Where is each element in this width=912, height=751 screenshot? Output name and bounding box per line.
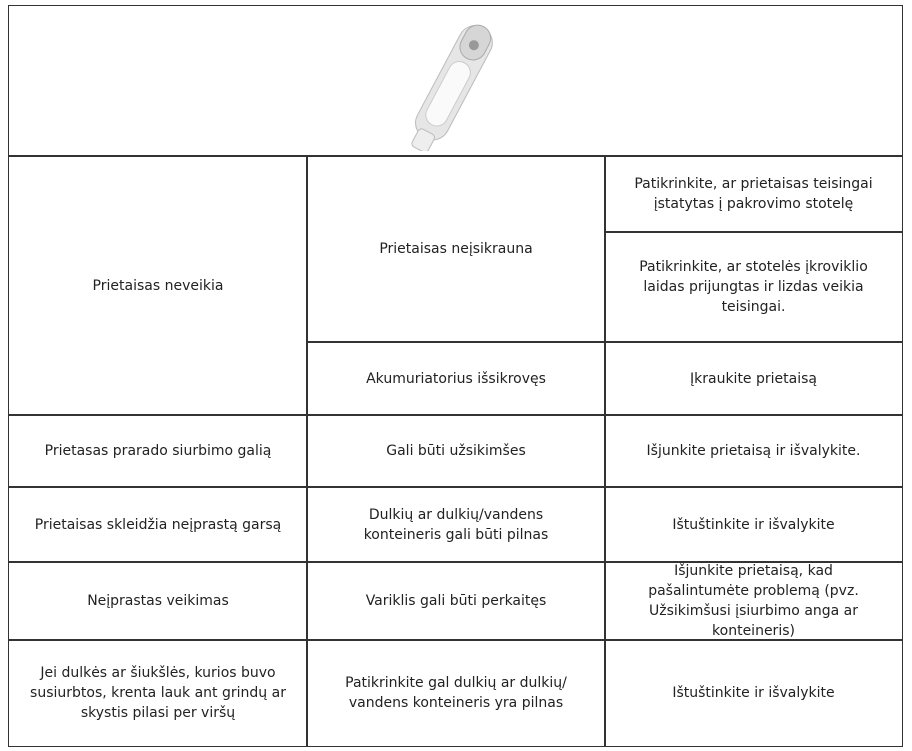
solution: Įkraukite prietaisą: [604, 341, 903, 416]
solution: Išjunkite prietaisą ir išvalykite.: [604, 414, 903, 488]
problem: Prietaisas neveikia: [8, 155, 308, 416]
solution: Ištuštinkite ir išvalykite: [604, 486, 903, 563]
cause: Variklis gali būti perkaitęs: [306, 561, 606, 641]
solution: Išjunkite prietaisą, kad pašalintumėte p…: [604, 561, 903, 641]
problem: Prietasas prarado siurbimo galią: [8, 414, 308, 488]
cause: Gali būti užsikimšes: [306, 414, 606, 488]
problem: Neįprastas veikimas: [8, 561, 308, 641]
cause: Prietaisas neįsikrauna: [306, 155, 606, 343]
problem: Jei dulkės ar šiukšlės, kurios buvo susi…: [8, 639, 308, 747]
solution: Patikrinkite, ar prietaisas teisingai įs…: [604, 155, 903, 233]
solution: Patikrinkite, ar stotelės įkroviklio lai…: [604, 231, 903, 343]
image-cell: [8, 5, 903, 157]
vacuum-image: [410, 24, 493, 151]
cause: Patikrinkite gal dulkių ar dulkių/ vande…: [306, 639, 606, 747]
solution: Ištuštinkite ir išvalykite: [604, 639, 903, 747]
cause: Dulkių ar dulkių/vandens konteineris gal…: [306, 486, 606, 563]
cause: Akumuriatorius išsikrovęs: [306, 341, 606, 416]
problem: Prietaisas skleidžia neįprastą garsą: [8, 486, 308, 563]
